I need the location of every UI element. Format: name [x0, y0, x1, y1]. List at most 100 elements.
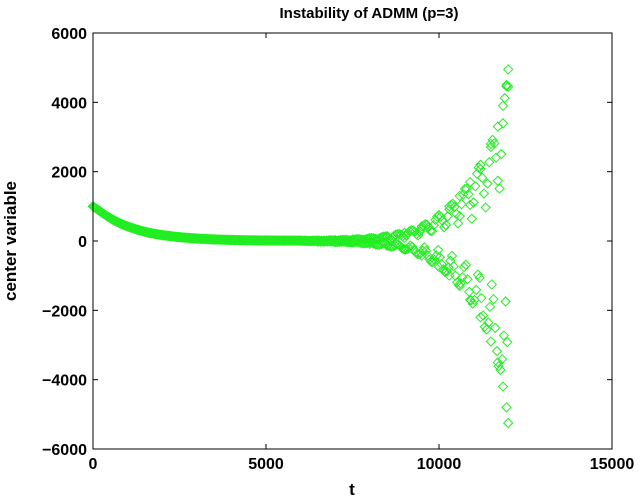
data-point	[451, 277, 463, 288]
data-point	[502, 64, 514, 75]
data-point	[416, 221, 427, 232]
data-point	[492, 357, 504, 368]
x-tick-label: 0	[89, 456, 98, 473]
x-tick-label: 5000	[248, 456, 284, 473]
data-point	[312, 236, 324, 247]
data-point	[108, 214, 119, 226]
data-point	[375, 238, 387, 250]
data-point	[156, 229, 168, 241]
data-point	[488, 293, 499, 305]
data-point	[467, 298, 478, 309]
data-point	[446, 250, 458, 262]
data-point	[260, 235, 272, 246]
data-point	[208, 234, 220, 245]
data-point	[471, 168, 483, 180]
data-point	[464, 199, 476, 211]
data-point	[457, 271, 468, 283]
x-tick-label: 10000	[417, 456, 462, 473]
data-point	[480, 202, 491, 213]
data-point	[101, 210, 113, 222]
data-point	[448, 261, 459, 272]
data-point	[478, 188, 490, 199]
data-point	[489, 138, 500, 149]
y-tick-label: 2000	[51, 165, 87, 182]
data-point	[500, 296, 511, 307]
data-point	[427, 256, 439, 268]
data-point	[501, 81, 512, 92]
data-point	[442, 211, 453, 222]
data-point	[485, 336, 497, 347]
y-tick-label: −2000	[42, 303, 87, 320]
data-point	[367, 237, 378, 249]
data-point	[483, 156, 495, 168]
x-axis-label: t	[349, 480, 355, 495]
data-point	[243, 235, 254, 246]
data-point	[468, 197, 479, 208]
data-point	[474, 272, 485, 284]
data-point	[426, 256, 437, 268]
data-point	[433, 261, 445, 273]
data-point	[278, 235, 289, 246]
data-point	[466, 213, 478, 224]
data-point	[444, 201, 455, 212]
data-point	[477, 172, 488, 184]
data-point	[94, 205, 106, 217]
data-point	[454, 280, 465, 292]
data-point	[462, 274, 473, 285]
data-point	[364, 238, 376, 249]
data-point	[497, 381, 509, 392]
data-point	[464, 294, 476, 306]
data-point	[501, 402, 512, 413]
data-point	[479, 321, 491, 332]
data-point	[492, 175, 504, 186]
y-tick-label: −6000	[42, 442, 87, 459]
data-point	[399, 227, 410, 238]
data-point	[399, 244, 410, 255]
data-point	[464, 176, 476, 188]
y-tick-label: 6000	[51, 26, 87, 43]
data-point	[475, 312, 486, 323]
data-point	[364, 233, 376, 244]
data-point	[452, 218, 464, 229]
data-point	[226, 234, 237, 246]
y-axis-label: center variable	[1, 181, 20, 301]
data-point	[487, 134, 498, 146]
data-point	[461, 183, 472, 195]
x-tick-label: 15000	[590, 456, 635, 473]
data-point	[476, 292, 487, 304]
data-point	[470, 284, 482, 296]
data-point	[174, 231, 185, 243]
data-point	[433, 209, 445, 221]
data-point	[475, 159, 486, 170]
y-axis: −6000 −4000 −2000 0 2000 4000 6000	[42, 26, 612, 459]
data-point	[498, 330, 510, 341]
plot-marks	[87, 64, 514, 429]
data-point	[496, 353, 508, 365]
data-point	[481, 324, 492, 335]
data-point	[501, 79, 512, 91]
data-point	[483, 317, 494, 328]
data-point	[490, 322, 501, 334]
data-point	[460, 259, 472, 270]
data-point	[502, 336, 513, 348]
x-axis: 0 5000 10000 15000	[89, 33, 635, 473]
data-point	[458, 261, 470, 273]
data-point	[419, 242, 430, 253]
data-point	[454, 190, 465, 202]
data-point	[381, 240, 393, 252]
y-tick-label: 0	[78, 234, 87, 251]
data-point	[132, 224, 144, 236]
data-point	[329, 234, 341, 246]
data-point	[491, 345, 503, 357]
data-point	[377, 238, 388, 249]
data-point	[122, 221, 133, 232]
data-point	[463, 189, 474, 200]
data-point	[406, 224, 417, 236]
data-point	[416, 250, 427, 261]
data-point	[455, 278, 466, 289]
data-point	[329, 236, 341, 248]
data-point	[440, 219, 452, 231]
data-point	[431, 250, 442, 261]
data-point	[456, 198, 467, 210]
